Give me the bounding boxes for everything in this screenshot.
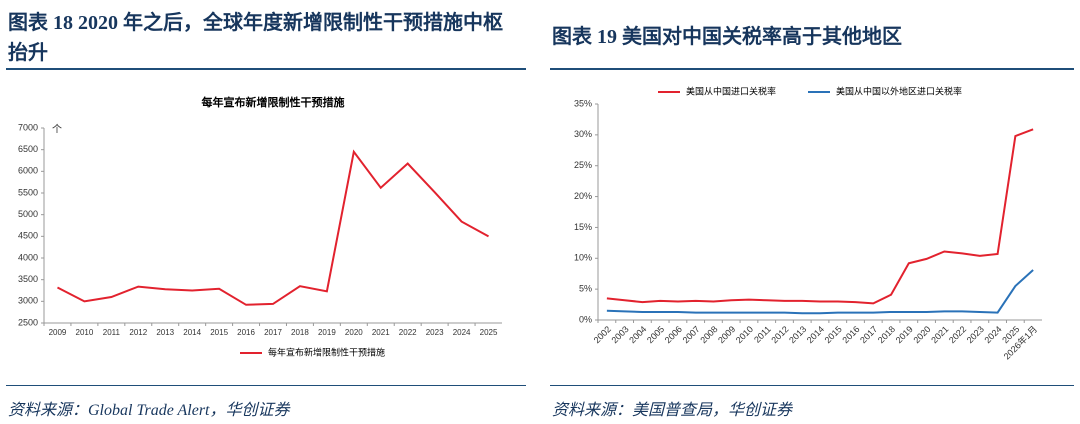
x-tick-label: 2013 (787, 324, 808, 345)
y-tick-label: 3000 (18, 296, 38, 306)
x-tick-label: 2022 (399, 328, 417, 337)
source-rule (550, 385, 1074, 386)
caption-rule (6, 68, 526, 70)
x-tick-label: 2011 (752, 324, 773, 345)
x-tick-label: 2007 (681, 324, 702, 345)
x-tick-label: 2014 (805, 324, 826, 345)
y-tick-label: 35% (574, 98, 592, 108)
chart-title: 每年宣布新增限制性干预措施 (202, 95, 345, 109)
y-tick-label: 5% (579, 284, 592, 294)
x-tick-label: 2023 (426, 328, 444, 337)
x-tick-label: 2009 (716, 324, 737, 345)
legend-label: 每年宣布新增限制性干预措施 (268, 346, 385, 357)
x-tick-label: 2011 (103, 328, 121, 337)
x-tick-label: 2018 (291, 328, 309, 337)
series-line (606, 128, 1034, 305)
x-tick-label: 2003 (609, 324, 630, 345)
x-tick-label: 2014 (183, 328, 201, 337)
source-note: 资料来源：Global Trade Alert，华创证券 (8, 402, 290, 419)
y-tick-label: 20% (574, 191, 592, 201)
x-tick-label: 2012 (129, 328, 147, 337)
x-tick-label: 2006 (663, 324, 684, 345)
x-tick-label: 2015 (823, 324, 844, 345)
x-tick-label: 2012 (769, 324, 790, 345)
x-tick-label: 2021 (372, 328, 390, 337)
y-tick-label: 30% (574, 129, 592, 139)
y-tick-label: 6000 (18, 166, 38, 176)
x-tick-label: 2009 (49, 328, 67, 337)
x-tick-label: 2022 (947, 324, 968, 345)
x-tick-label: 2023 (965, 324, 986, 345)
legend-label: 美国从中国以外地区进口关税率 (836, 85, 962, 96)
x-tick-label: 2004 (627, 324, 648, 345)
figure-caption: 图表 19 美国对中国关税率高于其他地区 (552, 26, 902, 48)
y-tick-label: 4500 (18, 231, 38, 241)
x-tick-label: 2024 (453, 328, 471, 337)
y-tick-label: 25% (574, 160, 592, 170)
x-tick-label: 2013 (156, 328, 174, 337)
source-rule (6, 385, 526, 386)
x-tick-label: 2018 (876, 324, 897, 345)
y-tick-label: 6500 (18, 144, 38, 154)
y-tick-label: 7000 (18, 122, 38, 132)
x-tick-label: 2015 (210, 328, 228, 337)
source-note: 资料来源：美国普查局，华创证券 (552, 402, 793, 419)
x-tick-label: 2017 (858, 324, 879, 345)
legend-label: 美国从中国进口关税率 (686, 85, 776, 96)
x-tick-label: 2008 (698, 324, 719, 345)
y-tick-label: 5000 (18, 209, 38, 219)
x-tick-label: 2025 (480, 328, 498, 337)
x-tick-label: 2020 (911, 324, 932, 345)
x-tick-label: 2016 (840, 324, 861, 345)
x-tick-label: 2002 (592, 324, 613, 345)
x-tick-label: 2016 (237, 328, 255, 337)
series-line (57, 149, 490, 306)
x-tick-label: 2020 (345, 328, 363, 337)
y-tick-label: 0% (579, 314, 592, 324)
x-tick-label: 2005 (645, 324, 666, 345)
y-tick-label: 3500 (18, 274, 38, 284)
x-tick-label: 2021 (929, 324, 950, 345)
y-tick-label: 4000 (18, 252, 38, 262)
y-tick-label: 10% (574, 253, 592, 263)
x-tick-label: 2010 (76, 328, 94, 337)
x-tick-label: 2019 (318, 328, 336, 337)
x-tick-label: 2019 (894, 324, 915, 345)
x-tick-label: 2024 (982, 324, 1003, 345)
figure-caption: 图表 18 2020 年之后，全球年度新增限制性干预措施中枢抬升 (8, 12, 503, 64)
caption-rule (550, 68, 1074, 70)
series-line (606, 269, 1034, 315)
x-tick-label: 2017 (264, 328, 282, 337)
y-tick-label: 2500 (18, 317, 38, 327)
unit-annotation: 个 (52, 124, 62, 136)
y-tick-label: 15% (574, 222, 592, 232)
y-tick-label: 5500 (18, 187, 38, 197)
x-tick-label: 2010 (734, 324, 755, 345)
